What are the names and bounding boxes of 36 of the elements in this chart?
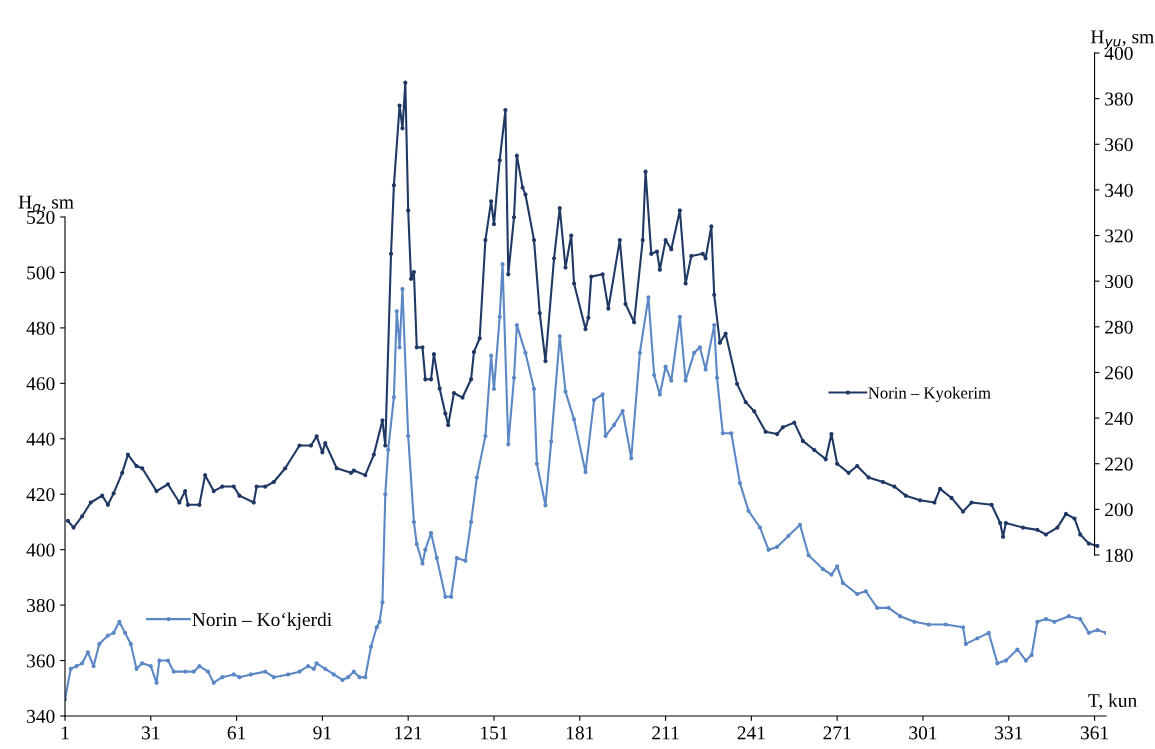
y2-tick-label: 380 bbox=[1105, 92, 1133, 106]
x-tick-label: 61 bbox=[227, 726, 246, 740]
y2-tick-label: 180 bbox=[1105, 548, 1133, 562]
y2-tick-label: 360 bbox=[1105, 138, 1133, 152]
y-tick-label: 360 bbox=[27, 654, 55, 668]
y-tick-label: 400 bbox=[26, 543, 55, 557]
x-tick-label: 361 bbox=[1080, 726, 1108, 740]
y-tick-label: 500 bbox=[27, 266, 55, 280]
x-tick-label: 331 bbox=[995, 726, 1023, 740]
y2-tick-label: 200 bbox=[1105, 503, 1133, 517]
x-tick-label: 121 bbox=[395, 726, 422, 740]
x-tick-label: 31 bbox=[142, 726, 160, 740]
y2-tick-label: 300 bbox=[1105, 275, 1133, 289]
x-tick-label: 151 bbox=[481, 726, 508, 740]
y2-tick-label: 320 bbox=[1105, 229, 1133, 243]
y2-tick-label: 340 bbox=[1105, 183, 1133, 197]
x-tick-label: 211 bbox=[652, 726, 679, 740]
y-tick-label: 460 bbox=[26, 377, 55, 391]
y-tick-label: 440 bbox=[26, 432, 55, 446]
y-tick-label: 480 bbox=[26, 321, 55, 335]
y2-tick-label: 260 bbox=[1105, 366, 1133, 380]
x-tick-label: 241 bbox=[737, 726, 765, 740]
x-tick-label: 301 bbox=[909, 726, 937, 740]
x-axis-title: T, kun bbox=[1088, 693, 1137, 710]
legend-label: Norin – Ko‘kjerdi bbox=[192, 612, 332, 631]
x-tick-label: 1 bbox=[61, 726, 69, 740]
y2-tick-label: 240 bbox=[1105, 411, 1133, 426]
y2-tick-label: 280 bbox=[1105, 320, 1133, 334]
y-tick-label: 420 bbox=[26, 488, 55, 502]
x-tick-label: 181 bbox=[566, 726, 594, 740]
y2-tick-label: 220 bbox=[1105, 457, 1133, 471]
y-tick-label: 340 bbox=[27, 709, 55, 723]
x-tick-label: 271 bbox=[823, 726, 851, 740]
legend-label: Norin – Kyokerim bbox=[868, 386, 991, 402]
x-tick-label: 91 bbox=[313, 726, 331, 740]
y-tick-label: 380 bbox=[27, 598, 55, 613]
